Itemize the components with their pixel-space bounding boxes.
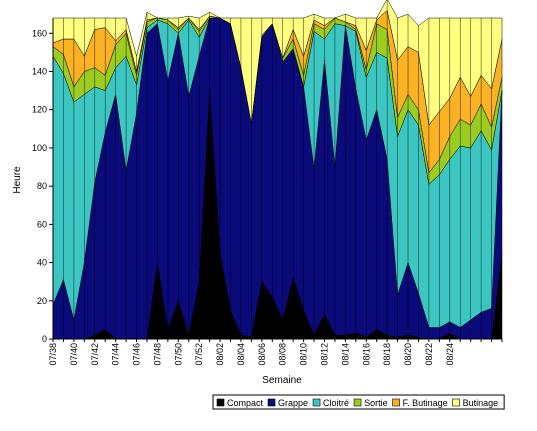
x-tick-label: 08/14 — [340, 343, 350, 366]
x-tick-label: 08/10 — [299, 343, 309, 366]
y-tick-label: 0 — [42, 334, 47, 344]
legend-label: Sortie — [364, 398, 388, 408]
y-tick-label: 60 — [37, 219, 47, 229]
legend-swatch-butinage — [452, 398, 460, 407]
legend-swatch-cloitr- — [312, 398, 321, 407]
y-tick-label: 40 — [37, 258, 47, 268]
x-tick-label: 07/48 — [152, 343, 162, 366]
x-tick-label: 07/50 — [173, 343, 183, 366]
y-tick-label: 120 — [32, 105, 47, 115]
x-tick-label: 08/18 — [382, 343, 392, 366]
x-tick-label: 07/44 — [111, 343, 121, 366]
x-tick-label: 07/38 — [48, 343, 58, 366]
x-tick-label: 08/06 — [257, 343, 267, 366]
legend-label: F. Butinage — [403, 398, 448, 408]
chart-legend: Compact Grappe Cloitré Sortie F. Butinage But… — [212, 394, 505, 410]
x-tick-label: 07/46 — [132, 343, 142, 366]
legend-swatch-compact — [216, 398, 225, 407]
x-tick-label: 07/42 — [90, 343, 100, 366]
legend-label: Grappe — [278, 398, 308, 408]
legend-label: Butinage — [463, 398, 499, 408]
y-tick-label: 160 — [32, 28, 47, 38]
legend-swatch-f-butinage — [392, 398, 400, 407]
legend-label: Cloitré — [323, 398, 349, 408]
legend-label: Compact — [227, 398, 264, 408]
y-tick-label: 140 — [32, 67, 47, 77]
legend-swatch-sortie — [353, 398, 362, 407]
x-tick-label: 08/08 — [278, 343, 288, 366]
x-axis-label: Semaine — [262, 375, 302, 386]
y-tick-label: 80 — [37, 181, 47, 191]
y-tick-label: 100 — [32, 143, 47, 153]
x-tick-label: 08/12 — [319, 343, 329, 366]
x-tick-label: 08/16 — [361, 343, 371, 366]
y-axis-label: Heure — [12, 166, 23, 194]
x-tick-label: 08/22 — [424, 343, 434, 366]
x-tick-label: 08/02 — [215, 343, 225, 366]
x-tick-label: 07/52 — [194, 343, 204, 366]
x-tick-label: 08/20 — [403, 343, 413, 366]
x-tick-label: 07/40 — [69, 343, 79, 366]
area-series-butinage — [52, 0, 503, 126]
y-tick-label: 20 — [37, 296, 47, 306]
x-tick-label: 08/24 — [445, 343, 455, 366]
legend-swatch-grappe — [267, 398, 276, 407]
x-tick-label: 08/04 — [236, 343, 246, 366]
